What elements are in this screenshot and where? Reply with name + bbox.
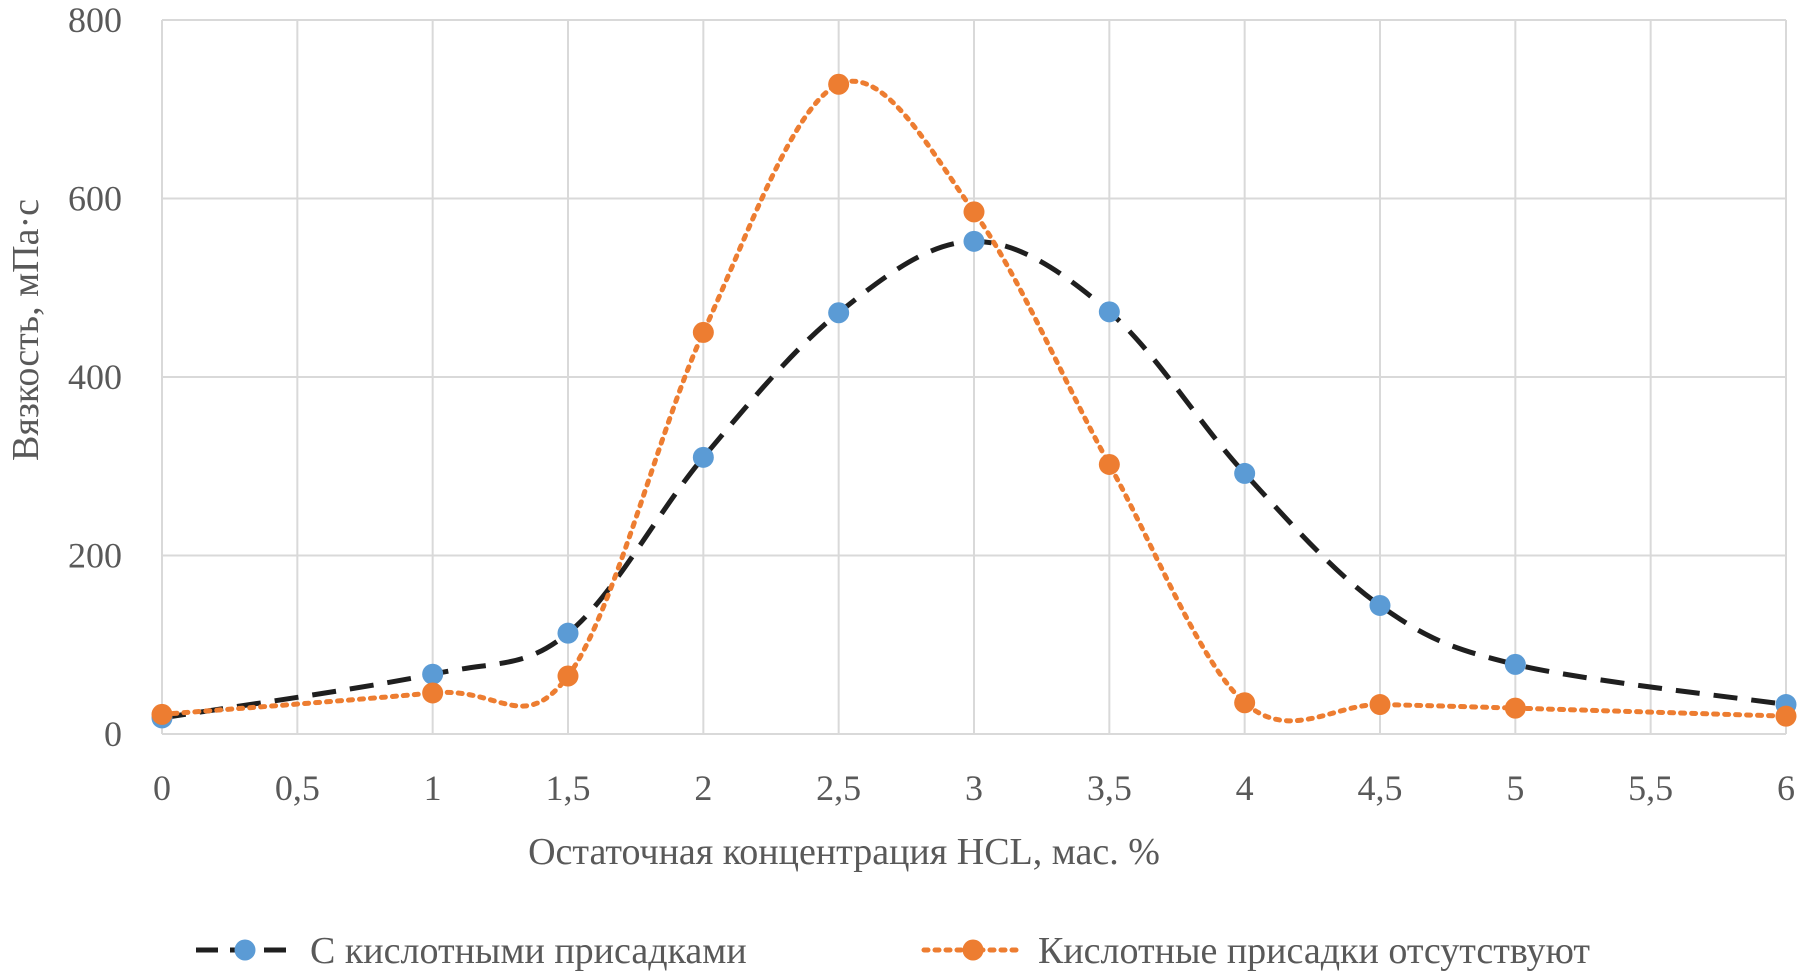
- x-axis-ticks: 0 0,5 1 1,5 2 2,5 3 3,5 4 4,5 5 5,5 6: [153, 768, 1795, 808]
- legend-label-2: Кислотные присадки отсутствуют: [1038, 930, 1590, 972]
- y-tick-label: 800: [68, 0, 122, 40]
- data-point-series-2: [692, 321, 714, 343]
- legend: С кислотными присадками Кислотные присадк…: [196, 930, 1590, 972]
- data-point-series-2: [1098, 453, 1120, 475]
- grid: [161, 19, 1787, 735]
- x-tick-label: 1,5: [546, 768, 591, 808]
- series-points: [151, 73, 1797, 729]
- y-tick-label: 600: [68, 179, 122, 219]
- y-axis-title: Вязкость, мПа·с: [5, 199, 47, 461]
- x-tick-label: 3: [965, 768, 983, 808]
- y-tick-label: 400: [68, 357, 122, 397]
- y-tick-label: 200: [68, 536, 122, 576]
- x-tick-label: 2: [694, 768, 712, 808]
- x-tick-label: 5,5: [1628, 768, 1673, 808]
- y-axis-ticks: 0 200 400 600 800: [68, 0, 122, 754]
- x-axis-title: Остаточная концентрация HCL, мас. %: [528, 831, 1160, 873]
- data-point-series-2: [557, 665, 579, 687]
- data-point-series-1: [1504, 653, 1526, 675]
- data-point-series-1: [557, 622, 579, 644]
- x-tick-label: 6: [1777, 768, 1795, 808]
- x-tick-label: 4: [1236, 768, 1254, 808]
- data-point-series-1: [1098, 301, 1120, 323]
- x-tick-label: 2,5: [816, 768, 861, 808]
- series-line-2: [159, 78, 1789, 724]
- x-tick-label: 0,5: [275, 768, 320, 808]
- data-point-series-2: [422, 682, 444, 704]
- data-point-series-1: [1369, 594, 1391, 616]
- data-point-series-1: [963, 230, 985, 252]
- x-tick-label: 1: [424, 768, 442, 808]
- legend-marker-2: [962, 939, 984, 961]
- legend-marker-1: [234, 939, 256, 961]
- data-point-series-2: [963, 201, 985, 223]
- data-point-series-2: [1234, 692, 1256, 714]
- y-tick-label: 0: [104, 714, 122, 754]
- x-tick-label: 4,5: [1358, 768, 1403, 808]
- x-tick-label: 3,5: [1087, 768, 1132, 808]
- x-tick-label: 0: [153, 768, 171, 808]
- data-point-series-2: [1775, 705, 1797, 727]
- data-point-series-1: [828, 302, 850, 324]
- data-point-series-2: [1504, 697, 1526, 719]
- data-point-series-2: [151, 703, 173, 725]
- data-point-series-2: [828, 73, 850, 95]
- data-point-series-1: [1234, 462, 1256, 484]
- data-point-series-1: [422, 663, 444, 685]
- x-tick-label: 5: [1506, 768, 1524, 808]
- data-point-series-2: [1369, 694, 1391, 716]
- data-point-series-1: [692, 446, 714, 468]
- legend-label-1: С кислотными присадками: [310, 930, 747, 972]
